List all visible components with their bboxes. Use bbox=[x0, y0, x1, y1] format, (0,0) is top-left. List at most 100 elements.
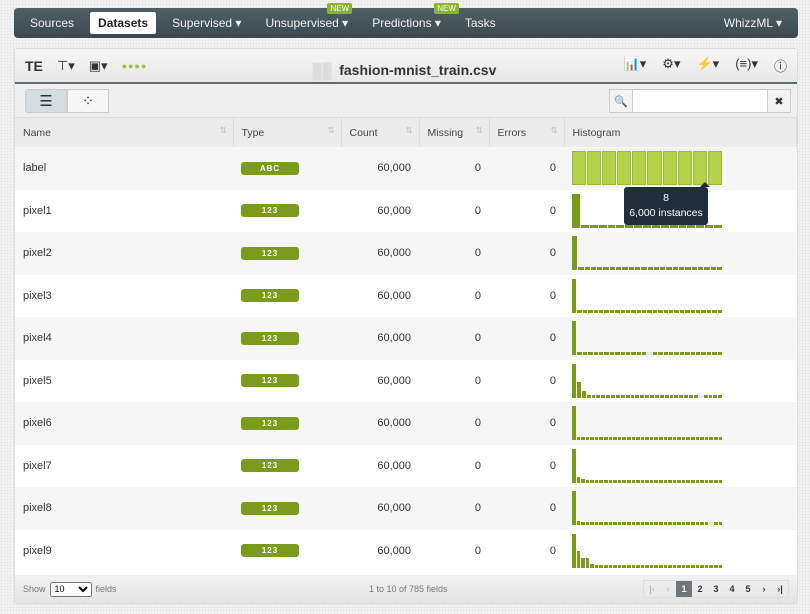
histogram-bar[interactable] bbox=[654, 522, 658, 526]
histogram-bar[interactable] bbox=[717, 309, 722, 313]
histogram-bar[interactable] bbox=[594, 522, 599, 526]
histogram-bar[interactable] bbox=[604, 437, 608, 441]
histogram-bar[interactable] bbox=[604, 564, 608, 568]
histogram-bar[interactable] bbox=[626, 522, 631, 526]
histogram-bar[interactable] bbox=[663, 437, 668, 441]
histogram-bar[interactable] bbox=[672, 479, 677, 483]
histogram-bar[interactable] bbox=[669, 352, 674, 356]
histogram-bar[interactable] bbox=[685, 352, 690, 356]
histogram-bar[interactable] bbox=[690, 309, 695, 313]
histogram-bar[interactable] bbox=[716, 267, 723, 271]
histogram-bar[interactable] bbox=[599, 479, 604, 483]
histogram-bar[interactable] bbox=[608, 564, 613, 568]
histogram-bar[interactable] bbox=[577, 352, 582, 356]
histogram-bar[interactable] bbox=[677, 479, 681, 483]
histogram-bar[interactable] bbox=[677, 437, 681, 441]
histogram-bar[interactable] bbox=[617, 564, 622, 568]
histogram-bar[interactable] bbox=[581, 390, 586, 398]
histogram-bar[interactable] bbox=[598, 352, 604, 356]
histogram-bar[interactable] bbox=[668, 564, 672, 568]
histogram-bar[interactable] bbox=[709, 437, 713, 441]
histogram-bar[interactable] bbox=[590, 563, 594, 568]
histogram-bar[interactable] bbox=[668, 522, 672, 526]
table-row[interactable]: pixel1 123 60,000 0 0 bbox=[15, 190, 797, 233]
histogram-bar[interactable] bbox=[713, 522, 718, 526]
histogram-bar[interactable] bbox=[640, 394, 645, 398]
histogram-bar[interactable] bbox=[636, 352, 642, 356]
histogram-bar[interactable] bbox=[713, 394, 718, 398]
histogram-bar[interactable] bbox=[647, 267, 653, 271]
histogram-bar[interactable] bbox=[718, 522, 723, 526]
histogram-bar[interactable] bbox=[700, 437, 704, 441]
histogram-bar[interactable] bbox=[642, 309, 647, 313]
histogram-bar[interactable] bbox=[709, 522, 713, 526]
nav-datasets[interactable]: Datasets bbox=[90, 12, 157, 34]
page-button[interactable]: 5 bbox=[745, 584, 751, 594]
histogram-bar[interactable] bbox=[613, 522, 617, 526]
histogram-bar[interactable] bbox=[608, 522, 613, 526]
histogram-bar[interactable] bbox=[572, 363, 576, 398]
histogram-bar[interactable] bbox=[594, 479, 599, 483]
histogram-bar[interactable] bbox=[663, 564, 668, 568]
histogram-bar[interactable] bbox=[700, 522, 704, 526]
histogram-bar[interactable] bbox=[695, 309, 701, 313]
te-label[interactable]: TE bbox=[25, 57, 43, 74]
histogram-bar[interactable] bbox=[652, 309, 658, 313]
histogram[interactable] bbox=[572, 321, 722, 356]
histogram-bar[interactable] bbox=[718, 394, 723, 398]
histogram-bar[interactable] bbox=[631, 522, 636, 526]
last-page-button[interactable]: ›| bbox=[777, 584, 783, 594]
histogram-bar[interactable] bbox=[617, 479, 622, 483]
histogram-bar[interactable] bbox=[617, 151, 632, 186]
histogram-bar[interactable] bbox=[620, 394, 625, 398]
histogram-bar[interactable] bbox=[603, 267, 609, 271]
histogram-bar[interactable] bbox=[640, 522, 645, 526]
histogram-bar[interactable] bbox=[590, 437, 594, 441]
histogram-bar[interactable] bbox=[713, 479, 718, 483]
histogram-bar[interactable] bbox=[604, 522, 608, 526]
histogram-bar[interactable] bbox=[695, 564, 700, 568]
table-row[interactable]: pixel5 123 60,000 0 0 bbox=[15, 360, 797, 403]
histogram-bar[interactable] bbox=[681, 522, 686, 526]
histogram[interactable] bbox=[572, 151, 722, 186]
histogram-bar[interactable] bbox=[647, 352, 652, 356]
histogram-bar[interactable] bbox=[695, 437, 700, 441]
histogram-bar[interactable] bbox=[658, 352, 663, 356]
histogram-bar[interactable] bbox=[572, 278, 577, 313]
histogram-bar[interactable] bbox=[706, 352, 712, 356]
histogram-bar[interactable] bbox=[701, 309, 706, 313]
histogram-bar[interactable] bbox=[718, 479, 723, 483]
histogram-bar[interactable] bbox=[718, 437, 723, 441]
histogram-bar[interactable] bbox=[643, 224, 651, 228]
clear-icon[interactable]: ✖ bbox=[768, 90, 790, 112]
histogram-bar[interactable] bbox=[630, 394, 635, 398]
histogram-bar[interactable] bbox=[609, 309, 615, 313]
histogram-bar[interactable] bbox=[599, 437, 604, 441]
histogram[interactable] bbox=[572, 363, 723, 398]
histogram-bar[interactable] bbox=[651, 224, 660, 228]
histogram-bar[interactable] bbox=[598, 224, 607, 228]
histogram-bar[interactable] bbox=[584, 267, 590, 271]
histogram-bar[interactable] bbox=[709, 479, 713, 483]
nav-tasks[interactable]: Tasks bbox=[457, 12, 504, 34]
histogram-bar[interactable] bbox=[615, 352, 620, 356]
histogram-bar[interactable] bbox=[649, 522, 654, 526]
nav-sources[interactable]: Sources bbox=[22, 12, 82, 34]
histogram-bar[interactable] bbox=[585, 557, 590, 568]
histogram-bar[interactable] bbox=[622, 564, 626, 568]
histogram-bar[interactable] bbox=[599, 522, 604, 526]
first-page-button[interactable]: |‹ bbox=[649, 584, 655, 594]
histogram-bar[interactable] bbox=[685, 309, 690, 313]
histogram-bar[interactable] bbox=[613, 479, 617, 483]
histogram-bar[interactable] bbox=[598, 309, 604, 313]
histogram-bar[interactable] bbox=[679, 267, 685, 271]
histogram-bar[interactable] bbox=[640, 479, 645, 483]
histogram-bar[interactable] bbox=[626, 437, 631, 441]
histogram-bar[interactable] bbox=[709, 564, 713, 568]
histogram-bar[interactable] bbox=[672, 522, 677, 526]
histogram-bar[interactable] bbox=[693, 394, 698, 398]
histogram-bar[interactable] bbox=[687, 224, 696, 228]
histogram-bar[interactable] bbox=[587, 151, 602, 186]
histogram-bar[interactable] bbox=[645, 564, 649, 568]
histogram-bar[interactable] bbox=[717, 352, 722, 356]
